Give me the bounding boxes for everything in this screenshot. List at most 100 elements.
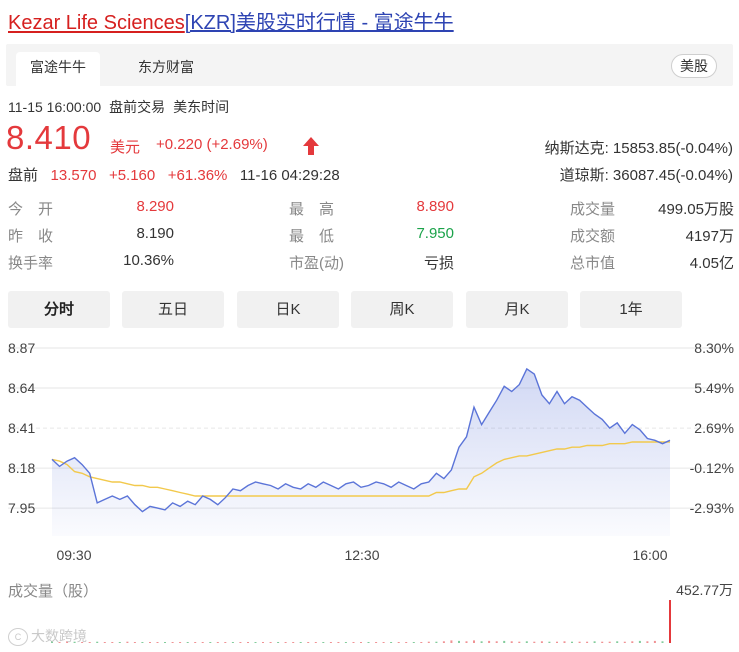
timezone-label: 美东时间 xyxy=(173,99,230,115)
stat-value-turnover: 10.36% xyxy=(123,252,174,269)
y-tick-percent-label: 2.69% xyxy=(694,420,734,436)
volume-bar xyxy=(133,642,136,643)
volume-bar xyxy=(88,642,91,643)
volume-bar xyxy=(518,641,521,643)
volume-bar xyxy=(578,641,581,643)
ticker-link[interactable]: [KZR] xyxy=(184,12,236,34)
volume-bar xyxy=(277,642,280,643)
volume-bar xyxy=(141,642,144,643)
volume-bar xyxy=(503,640,506,643)
volume-bar xyxy=(103,642,106,643)
volume-bar xyxy=(465,641,468,643)
price-change: +0.220 (+2.69%) xyxy=(156,136,268,153)
x-tick-label: 16:00 xyxy=(632,547,667,563)
volume-bar xyxy=(420,642,423,643)
tab-intraday[interactable]: 分时 xyxy=(8,291,110,328)
stat-value-volume: 499.05万股 xyxy=(658,201,734,218)
volume-bar xyxy=(66,641,69,643)
y-tick-label: 8.41 xyxy=(8,420,35,436)
volume-bar xyxy=(458,640,460,643)
session-label: 盘前交易 xyxy=(109,99,166,115)
current-price: 8.410 xyxy=(6,119,92,156)
volume-bar xyxy=(262,642,264,643)
volume-bar xyxy=(480,641,483,643)
stat-label-turnover: 换手率 xyxy=(8,255,54,272)
title-suffix-link[interactable]: 美股实时行情 - 富途牛牛 xyxy=(235,12,454,34)
volume-bar xyxy=(239,642,242,643)
volume-bar xyxy=(58,642,61,643)
premarket-change: +5.160 xyxy=(108,167,156,184)
volume-bar xyxy=(510,641,513,643)
volume-bar xyxy=(623,641,626,643)
volume-bar xyxy=(548,641,551,643)
volume-bar xyxy=(390,642,393,643)
tab-monthly-k[interactable]: 月K xyxy=(466,291,568,328)
volume-bar xyxy=(231,642,234,643)
volume-bar xyxy=(360,642,362,643)
tab-1year[interactable]: 1年 xyxy=(580,291,682,328)
volume-bar xyxy=(73,641,76,643)
y-tick-percent-label: 5.49% xyxy=(694,380,734,396)
volume-bar xyxy=(81,642,84,643)
volume-bar xyxy=(344,642,347,643)
intraday-chart[interactable]: 8.87 8.64 8.41 8.18 7.95 8.30% 5.49% 2.69% -0.1… xyxy=(0,336,739,568)
volume-bar xyxy=(571,641,573,643)
volume-bar xyxy=(533,641,536,643)
stat-value-pe: 亏损 xyxy=(423,255,454,272)
volume-bar xyxy=(495,641,498,643)
volume-bar xyxy=(216,642,219,643)
tab-futu[interactable]: 富途牛牛 xyxy=(16,52,100,86)
volume-bar xyxy=(412,642,415,643)
index-nasdaq[interactable]: 纳斯达克: 15853.85(-0.04%) xyxy=(544,140,733,157)
volume-bar xyxy=(337,642,340,643)
volume-bar xyxy=(292,642,295,643)
price-line xyxy=(51,367,671,513)
premarket-label: 盘前 xyxy=(8,167,39,184)
tab-daily-k[interactable]: 日K xyxy=(237,291,339,328)
stat-label-amount: 成交额 xyxy=(570,228,616,245)
company-name-link[interactable]: Kezar Life Sciences xyxy=(8,12,185,34)
volume-bar xyxy=(405,642,408,643)
volume-bars xyxy=(51,600,671,643)
volume-bar xyxy=(540,641,543,643)
volume-bar xyxy=(375,642,378,643)
volume-bar xyxy=(397,642,400,643)
stat-value-marketcap: 4.05亿 xyxy=(689,255,734,272)
y-tick-label: 7.95 xyxy=(8,500,35,516)
source-tab-bar: 富途牛牛 东方财富 美股 xyxy=(6,44,733,86)
index-dowjones[interactable]: 道琼斯: 36087.45(-0.04%) xyxy=(559,167,733,184)
volume-bar xyxy=(269,642,272,643)
stat-value-high: 8.890 xyxy=(416,198,454,215)
volume-title: 成交量（股） xyxy=(8,583,99,600)
page-title[interactable]: Kezar Life Sciences[KZR]美股实时行情 - 富途牛牛 xyxy=(8,6,454,35)
tab-eastmoney[interactable]: 东方财富 xyxy=(138,59,194,75)
tab-weekly-k[interactable]: 周K xyxy=(351,291,453,328)
volume-bar xyxy=(646,641,649,643)
volume-bar xyxy=(51,640,53,643)
stat-value-open: 8.290 xyxy=(136,198,174,215)
volume-bar xyxy=(179,642,182,643)
volume-bar xyxy=(653,640,656,643)
tab-5day[interactable]: 五日 xyxy=(122,291,224,328)
volume-bar xyxy=(367,642,370,643)
volume-bar xyxy=(488,640,491,643)
up-arrow-icon xyxy=(303,137,319,155)
volume-bar xyxy=(525,641,528,643)
volume-chart xyxy=(51,600,671,643)
volume-bar xyxy=(164,642,166,643)
volume-bar xyxy=(284,642,287,643)
volume-bar xyxy=(473,640,475,643)
volume-bar xyxy=(616,641,619,643)
volume-bar xyxy=(435,641,438,643)
stat-label-open: 今 开 xyxy=(8,201,54,218)
volume-bar xyxy=(186,642,189,643)
x-tick-label: 09:30 xyxy=(56,547,91,563)
stat-value-amount: 4197万 xyxy=(685,228,734,245)
market-badge[interactable]: 美股 xyxy=(671,54,717,78)
volume-bar xyxy=(156,642,159,643)
volume-bar xyxy=(586,641,589,643)
watermark-logo-icon: C xyxy=(8,628,28,647)
volume-bar xyxy=(224,642,227,643)
volume-bar xyxy=(201,642,204,643)
volume-bar xyxy=(209,642,212,643)
